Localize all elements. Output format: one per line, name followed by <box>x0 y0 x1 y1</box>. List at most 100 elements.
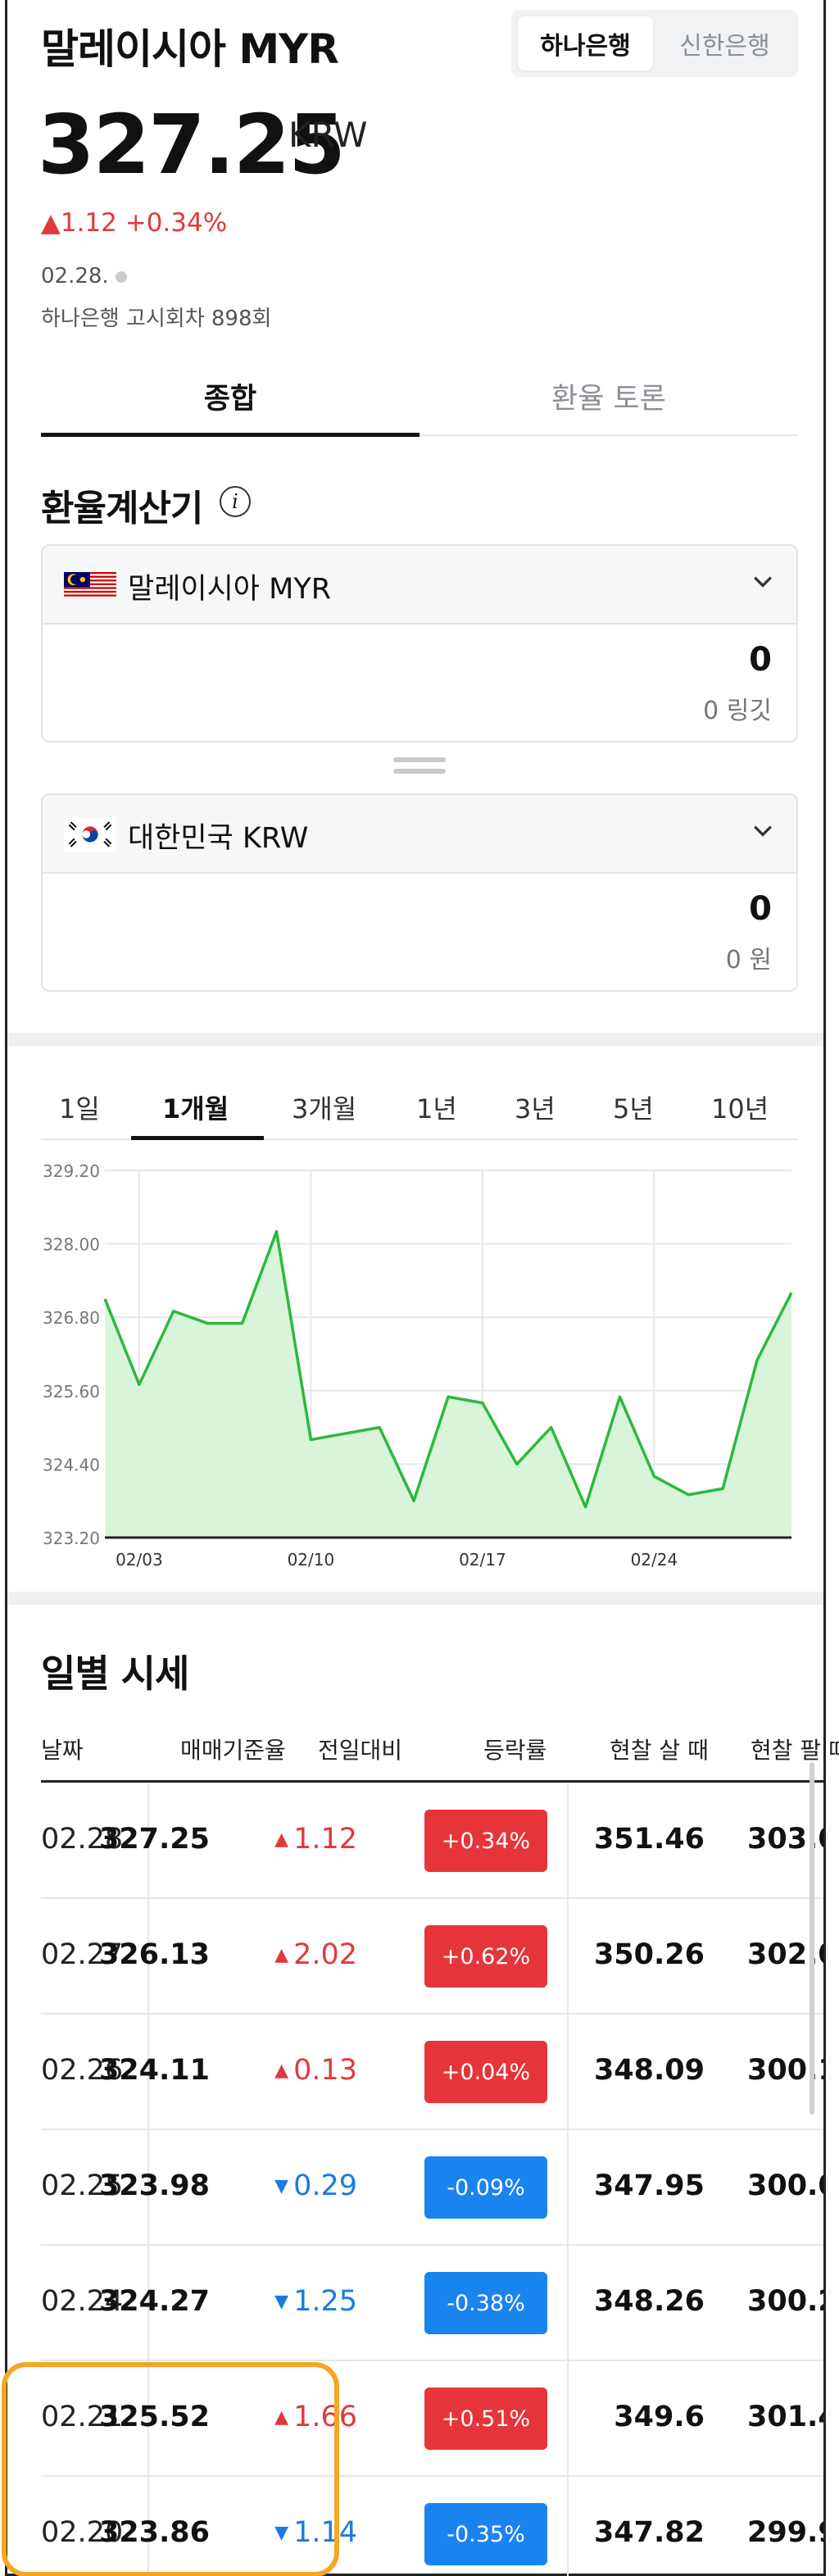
row-cash-buy: 351.46 <box>593 1823 705 1856</box>
calc-from-currency: 말레이시아 MYR <box>128 573 332 606</box>
row-percent-badge: +0.04% <box>424 2041 547 2103</box>
row-percent-badge: +0.34% <box>424 1810 547 1872</box>
row-base-rate: 326.13 <box>98 1938 210 1971</box>
row-cash-sell: 300.28 <box>747 2285 823 2318</box>
y-tick-label: 326.80 <box>43 1308 100 1328</box>
row-date: 02.26. <box>41 2054 133 2087</box>
x-tick-label: 02/03 <box>116 1550 163 1570</box>
calc-to-box: 대한민국 KRW 0 0 원 <box>41 793 798 992</box>
row-cash-sell: 299.9 <box>747 2516 823 2549</box>
column-separator <box>567 2015 569 2130</box>
table-row[interactable]: 02.21.325.52 1.66 +0.51% 349.6 301.44 <box>41 2361 823 2477</box>
calc-to-select[interactable]: 대한민국 KRW <box>43 795 796 874</box>
calc-from-amount-text: 0 링깃 <box>703 697 772 725</box>
row-date: 02.25. <box>41 2169 133 2202</box>
calc-from-box: 말레이시아 MYR 0 0 링깃 <box>41 544 798 743</box>
column-separator <box>147 2015 149 2130</box>
row-percent-badge: -0.38% <box>424 2272 547 2334</box>
row-date: 02.21. <box>41 2401 133 2433</box>
column-separator <box>567 2361 569 2477</box>
calc-to-amount-text: 0 원 <box>725 946 772 975</box>
column-separator <box>567 2246 569 2361</box>
period-tab-1m[interactable]: 1개월 <box>162 1093 229 1124</box>
row-cash-buy: 347.82 <box>593 2516 705 2549</box>
row-base-rate: 325.52 <box>98 2401 210 2433</box>
malaysia-flag-icon <box>64 572 116 598</box>
calc-from-select[interactable]: 말레이시아 MYR <box>43 546 796 625</box>
row-date: 02.24. <box>41 2285 133 2318</box>
column-separator <box>147 2361 149 2477</box>
rate-date: 02.28. <box>41 264 127 288</box>
column-separator <box>567 2130 569 2246</box>
rate-chart[interactable]: 329.20 328.00 326.80 325.60 324.40 323.20 02/0… <box>0 1147 839 1590</box>
row-base-rate: 327.25 <box>98 1823 210 1856</box>
period-tab-5y[interactable]: 5년 <box>613 1093 654 1124</box>
highlight-annotation <box>2 2362 339 2576</box>
bank-hana-button[interactable]: 하나은행 <box>518 16 653 70</box>
chart-area <box>105 1231 791 1538</box>
status-dot-icon <box>115 270 127 283</box>
col-header-date: 날짜 <box>41 1737 84 1764</box>
chevron-down-icon <box>754 576 772 588</box>
notice-round: 하나은행 고시회차 898회 <box>41 307 272 331</box>
column-separator <box>147 1783 149 1899</box>
table-row[interactable]: 02.20.323.86 1.14 -0.35% 347.82 299.9 <box>41 2477 823 2576</box>
row-change: 1.66 <box>274 2401 357 2433</box>
korea-flag-icon <box>64 816 116 852</box>
rate-date-text: 02.28. <box>41 264 109 288</box>
period-tab-divider <box>41 1138 798 1140</box>
y-tick-label: 325.60 <box>43 1382 100 1402</box>
period-tab-10y[interactable]: 10년 <box>711 1093 769 1124</box>
tab-summary[interactable]: 종합 <box>203 383 257 416</box>
period-tab-1d[interactable]: 1일 <box>59 1093 100 1124</box>
section-divider <box>7 1592 823 1605</box>
info-icon[interactable]: i <box>220 486 251 517</box>
row-cash-sell: 300.01 <box>747 2169 823 2202</box>
calc-from-amount[interactable]: 0 <box>749 641 772 679</box>
swap-handle-icon[interactable] <box>393 757 446 762</box>
calc-to-amount[interactable]: 0 <box>749 890 772 928</box>
row-percent-badge: -0.09% <box>424 2156 547 2219</box>
x-tick-label: 02/17 <box>459 1550 506 1570</box>
bank-shinhan-button[interactable]: 신한은행 <box>679 32 770 61</box>
row-cash-sell: 301.44 <box>747 2401 823 2433</box>
row-cash-buy: 348.09 <box>593 2054 705 2087</box>
swap-handle-icon[interactable] <box>393 769 446 774</box>
rate-change: ▲1.12 +0.34% <box>41 208 228 238</box>
row-percent-badge: +0.51% <box>424 2387 547 2450</box>
period-tab-1y[interactable]: 1년 <box>416 1093 457 1124</box>
tab-discussion[interactable]: 환율 토론 <box>551 383 666 416</box>
bank-toggle: 하나은행 신한은행 <box>511 10 798 77</box>
rate-unit: KRW <box>288 115 368 155</box>
table-row[interactable]: 02.25.323.98 0.29 -0.09% 347.95 300.01 <box>41 2130 823 2246</box>
row-date: 02.27. <box>41 1938 133 1971</box>
col-header-cash-sell: 현찰 팔 때 <box>751 1737 839 1764</box>
period-tab-3m[interactable]: 3개월 <box>292 1093 357 1124</box>
currency-title: 말레이시아 MYR <box>41 25 339 73</box>
row-change: 0.29 <box>274 2169 357 2202</box>
period-tab-3y[interactable]: 3년 <box>515 1093 556 1124</box>
section-divider <box>7 1033 823 1046</box>
y-tick-label: 323.20 <box>43 1529 100 1548</box>
column-separator <box>567 1783 569 1899</box>
daily-table-body[interactable]: 02.28.327.251.12+0.34%351.46303.0402.27.… <box>0 1783 823 2576</box>
column-separator <box>147 2477 149 2576</box>
row-percent-badge: +0.62% <box>424 1925 547 1988</box>
tab-divider <box>41 434 798 436</box>
daily-title: 일별 시세 <box>41 1651 189 1696</box>
row-date: 02.28. <box>41 1823 133 1856</box>
col-header-base: 매매기준율 <box>180 1737 286 1764</box>
row-base-rate: 324.27 <box>98 2285 210 2318</box>
row-change: 2.02 <box>274 1938 357 1971</box>
x-tick-label: 02/10 <box>288 1550 335 1570</box>
column-separator <box>147 2246 149 2361</box>
row-cash-buy: 347.95 <box>593 2169 705 2202</box>
row-base-rate: 323.98 <box>98 2169 210 2202</box>
column-separator <box>147 1899 149 2015</box>
table-row[interactable]: 02.24.324.27 1.25 -0.38% 348.26 300.28 <box>41 2246 823 2361</box>
row-date: 02.20. <box>41 2516 133 2549</box>
table-scrollbar[interactable] <box>810 1762 814 2115</box>
